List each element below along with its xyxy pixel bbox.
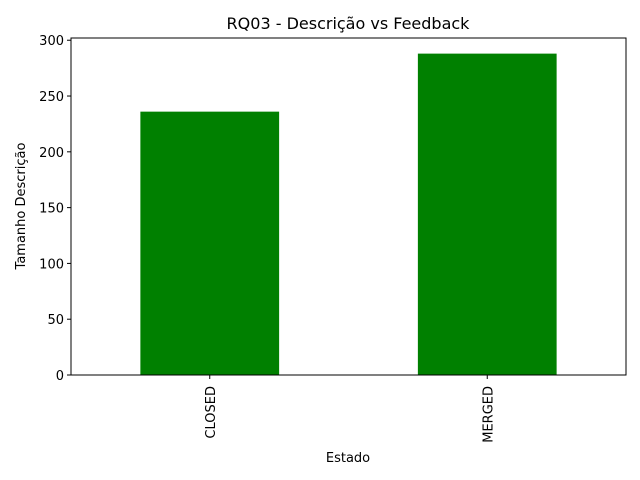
- y-tick-label: 50: [47, 313, 64, 328]
- x-axis: CLOSED MERGED: [204, 375, 496, 443]
- chart-title: RQ03 - Descrição vs Feedback: [227, 14, 471, 33]
- bar-closed: [140, 111, 280, 375]
- y-tick-label: 100: [39, 257, 64, 272]
- y-tick-label: 200: [39, 146, 64, 161]
- y-axis-label: Tamanho Descrição: [14, 143, 29, 271]
- axes-frame: [70, 37, 627, 376]
- x-tick-label: MERGED: [481, 386, 496, 443]
- y-tick-label: 0: [56, 369, 64, 384]
- y-tick-label: 250: [39, 90, 64, 105]
- plot-area: [140, 53, 557, 375]
- x-tick-label: CLOSED: [204, 386, 219, 439]
- y-tick-label: 300: [39, 34, 64, 49]
- y-tick-label: 150: [39, 202, 64, 217]
- x-axis-label: Estado: [326, 451, 370, 466]
- y-axis: 0 50 100 150 200 250 300: [39, 34, 71, 384]
- bar-merged: [417, 53, 557, 375]
